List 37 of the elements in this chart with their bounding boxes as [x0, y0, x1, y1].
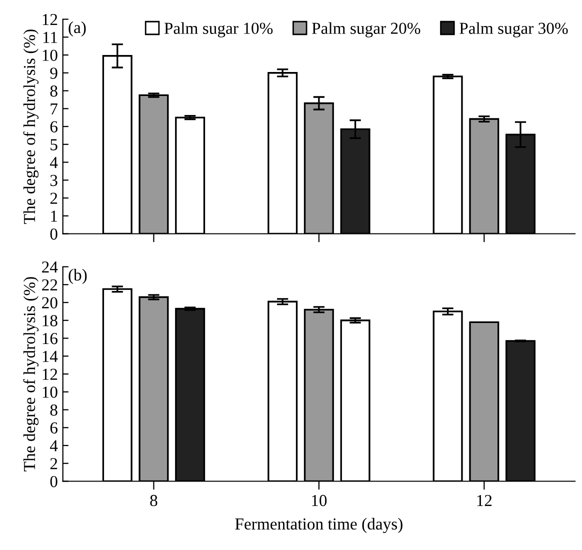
- y-axis-title: The degree of hydrolysis (%): [23, 30, 39, 224]
- y-tick-label: 8: [50, 85, 58, 97]
- x-tick-label: 10: [312, 494, 327, 506]
- y-tick-label: 2: [50, 192, 58, 204]
- y-tick-label: 16: [42, 332, 58, 344]
- y-tick-label: 5: [50, 139, 58, 150]
- y-tick-label: 12: [42, 368, 58, 380]
- y-tick-label: 3: [50, 174, 58, 186]
- y-tick-label: 12: [42, 14, 58, 26]
- y-tick-label: 1: [51, 210, 57, 222]
- x-axis-title: Fermentation time (days): [235, 518, 402, 534]
- annotation: (a): [68, 21, 86, 37]
- y-tick-label: 0: [50, 476, 58, 488]
- legend-label: Palm sugar 20%: [312, 22, 420, 38]
- y-tick-label: 2: [50, 458, 58, 470]
- y-tick-label: 8: [50, 404, 58, 416]
- y-tick-label: 0: [50, 228, 58, 240]
- y-tick-label: 4: [50, 157, 58, 168]
- y-tick-label: 7: [50, 103, 58, 114]
- y-tick-label: 10: [42, 50, 58, 61]
- x-tick-label: 8: [150, 494, 158, 506]
- y-tick-label: 14: [42, 350, 58, 362]
- y-tick-label: 22: [42, 279, 58, 290]
- y-tick-label: 20: [42, 297, 58, 308]
- y-axis-title: The degree of hydrolysis (%): [23, 277, 39, 472]
- y-tick-label: 6: [50, 422, 58, 434]
- legend-label: Palm sugar 30%: [460, 22, 568, 38]
- y-tick-label: 24: [42, 261, 58, 273]
- legend-label: Palm sugar 10%: [164, 22, 273, 38]
- x-tick-label: 12: [477, 494, 492, 506]
- y-tick-label: 10: [42, 386, 58, 398]
- y-tick-label: 11: [43, 32, 57, 43]
- y-tick-label: 6: [50, 121, 58, 132]
- y-tick-label: 18: [42, 315, 58, 326]
- y-tick-label: 9: [50, 68, 58, 79]
- annotation: (b): [68, 268, 87, 284]
- y-tick-label: 4: [50, 440, 58, 452]
